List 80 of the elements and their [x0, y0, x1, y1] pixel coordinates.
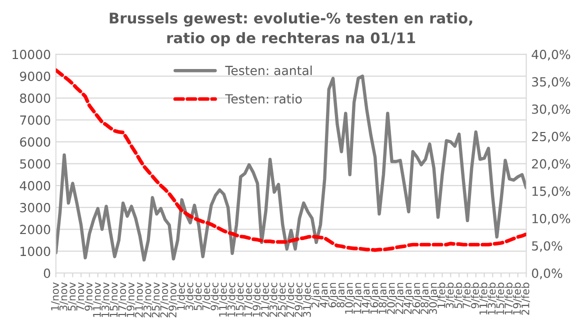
x-tick-label: 25/nov: [152, 282, 160, 318]
x-tick-label: 3/nov: [59, 282, 68, 311]
y2-tick-label: 25,0%: [532, 132, 570, 143]
x-tick-label: 1/feb: [437, 282, 446, 308]
legend-label: Testen: ratio: [225, 94, 302, 104]
x-tick-label: 13/dec: [227, 282, 236, 316]
x-tick-label: 5/nov: [68, 282, 76, 311]
y-tick-label: 2000: [20, 224, 50, 234]
x-tick-label: 9/nov: [84, 282, 94, 311]
x-tick-label: 20/jan: [386, 282, 397, 314]
x-tick-label: 7/nov: [76, 282, 85, 311]
x-tick-label: 13/feb: [488, 282, 496, 314]
x-tick-label: 17/nov: [118, 282, 127, 317]
x-tick-label: 24/jan: [404, 282, 414, 314]
x-tick-label: 5/dec: [194, 282, 202, 310]
x-tick-label: 30/jan: [428, 282, 439, 314]
x-tick-label: 25/dec: [278, 282, 286, 317]
y-tick-label: 10000: [12, 50, 50, 60]
y2-tick-label: 40,0%: [532, 50, 570, 60]
y2-tick-label: 5,0%: [532, 241, 562, 252]
x-tick-label: 11/dec: [218, 282, 228, 316]
y2-tick-label: 0,0%: [532, 268, 562, 280]
x-tick-label: 18/jan: [378, 282, 388, 314]
x-tick-label: 19/nov: [126, 282, 136, 317]
y-tick-label: 7000: [20, 115, 50, 125]
x-tick-label: 5/feb: [454, 282, 463, 308]
x-tick-label: 1/dec: [176, 282, 186, 310]
y-tick-label: 4000: [20, 181, 50, 190]
x-tick-label: 12/jan: [353, 282, 364, 314]
legend-label: Testen: aantal: [225, 66, 312, 76]
x-tick-label: 10/jan: [344, 282, 355, 314]
x-tick-label: 29/dec: [294, 282, 304, 317]
x-tick-label: 23/nov: [143, 282, 152, 318]
x-tick-label: 23/dec: [269, 282, 278, 317]
x-tick-label: 26/jan: [412, 282, 422, 314]
x-tick-label: 31/dec: [302, 282, 312, 317]
x-tick-label: 27/dec: [286, 282, 295, 317]
x-tick-label: 7/dec: [202, 282, 211, 310]
x-tick-label: 17/dec: [244, 282, 253, 316]
x-tick-label: 15/dec: [236, 282, 244, 316]
y2-tick-label: 15,0%: [532, 186, 570, 198]
x-tick-label: 6/jan: [328, 282, 338, 308]
x-tick-label: 13/nov: [101, 282, 110, 317]
x-tick-label: 21/feb: [521, 282, 530, 315]
x-tick-label: 29/nov: [168, 282, 178, 318]
y2-tick-label: 10,0%: [532, 214, 570, 225]
x-tick-label: 19/feb: [512, 282, 522, 314]
x-tick-label: 3/dec: [185, 282, 194, 310]
x-tick-label: 2/jan: [311, 282, 322, 308]
x-tick-label: 11/nov: [93, 282, 102, 317]
x-tick-label: 8/jan: [336, 282, 346, 308]
x-tick-label: 3/feb: [446, 282, 454, 308]
x-tick-label: 14/jan: [362, 282, 372, 314]
x-tick-label: 16/jan: [370, 282, 380, 314]
x-tick-label: 22/jan: [395, 282, 406, 314]
x-tick-label: 21/nov: [135, 282, 144, 318]
y-tick-label: 9000: [20, 72, 50, 82]
y-tick-label: 3000: [20, 202, 50, 212]
y2-tick-label: 35,0%: [532, 77, 570, 88]
x-tick-label: 21/dec: [260, 282, 270, 317]
y-tick-label: 1000: [20, 246, 50, 256]
y-tick-label: 5000: [20, 159, 50, 169]
y2-tick-label: 30,0%: [532, 104, 570, 116]
x-tick-label: 11/feb: [479, 282, 488, 314]
x-tick-label: 28/jan: [420, 282, 430, 314]
chart-title: Brussels gewest: evolutie-% testen en ratio, ratio op de rechteras na 01/11: [110, 12, 472, 46]
x-tick-label: 1/nov: [51, 282, 60, 310]
x-tick-label: 9/dec: [210, 282, 220, 310]
x-tick-label: 19/dec: [252, 282, 262, 316]
x-tick-label: 27/nov: [160, 282, 169, 318]
y-tick-label: 0: [44, 268, 50, 278]
x-tick-label: 7/feb: [462, 282, 472, 308]
x-tick-label: 9/feb: [470, 282, 480, 308]
x-tick-label: 15/nov: [110, 282, 118, 317]
y-tick-label: 6000: [20, 137, 50, 147]
x-tick-label: 15/feb: [496, 282, 505, 314]
x-tick-label: 17/feb: [504, 282, 514, 314]
y-tick-label: 8000: [20, 94, 50, 103]
y2-tick-label: 20,0%: [532, 159, 570, 170]
x-tick-label: 4/jan: [320, 282, 330, 308]
